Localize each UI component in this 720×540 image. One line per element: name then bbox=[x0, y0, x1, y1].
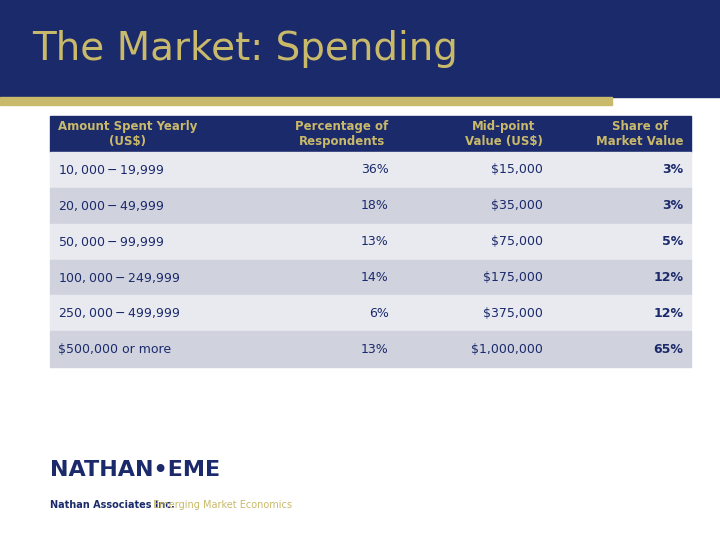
Text: 13%: 13% bbox=[361, 343, 389, 356]
Text: 13%: 13% bbox=[361, 235, 389, 248]
Text: 6%: 6% bbox=[369, 307, 389, 320]
Text: 18%: 18% bbox=[361, 199, 389, 212]
Text: 12%: 12% bbox=[654, 271, 683, 284]
Text: Percentage of
Respondents: Percentage of Respondents bbox=[295, 120, 389, 148]
Text: $1,000,000: $1,000,000 bbox=[471, 343, 543, 356]
Text: Emerging Market Economics: Emerging Market Economics bbox=[150, 500, 292, 510]
Text: $250,000 - $499,999: $250,000 - $499,999 bbox=[58, 306, 180, 320]
Text: NATHAN•EME: NATHAN•EME bbox=[50, 460, 220, 480]
Text: $10,000 - $19,999: $10,000 - $19,999 bbox=[58, 163, 164, 177]
Text: Share of
Market Value: Share of Market Value bbox=[596, 120, 683, 148]
Text: 12%: 12% bbox=[654, 307, 683, 320]
Text: $175,000: $175,000 bbox=[482, 271, 543, 284]
Text: 65%: 65% bbox=[654, 343, 683, 356]
Text: $75,000: $75,000 bbox=[490, 235, 543, 248]
Text: 5%: 5% bbox=[662, 235, 683, 248]
Text: $20,000 - $49,999: $20,000 - $49,999 bbox=[58, 199, 164, 213]
Text: 3%: 3% bbox=[662, 164, 683, 177]
Text: $35,000: $35,000 bbox=[490, 199, 543, 212]
Text: $15,000: $15,000 bbox=[490, 164, 543, 177]
Text: $375,000: $375,000 bbox=[482, 307, 543, 320]
Text: The Market: Spending: The Market: Spending bbox=[32, 30, 458, 68]
Text: 14%: 14% bbox=[361, 271, 389, 284]
Text: $500,000 or more: $500,000 or more bbox=[58, 343, 171, 356]
Text: $50,000 - $99,999: $50,000 - $99,999 bbox=[58, 235, 164, 248]
Text: Amount Spent Yearly
(US$): Amount Spent Yearly (US$) bbox=[58, 120, 197, 148]
Text: 36%: 36% bbox=[361, 164, 389, 177]
Text: 3%: 3% bbox=[662, 199, 683, 212]
Text: Nathan Associates Inc.: Nathan Associates Inc. bbox=[50, 500, 175, 510]
Text: $100,000 - $249,999: $100,000 - $249,999 bbox=[58, 271, 180, 285]
Text: Mid-point
Value (US$): Mid-point Value (US$) bbox=[464, 120, 543, 148]
